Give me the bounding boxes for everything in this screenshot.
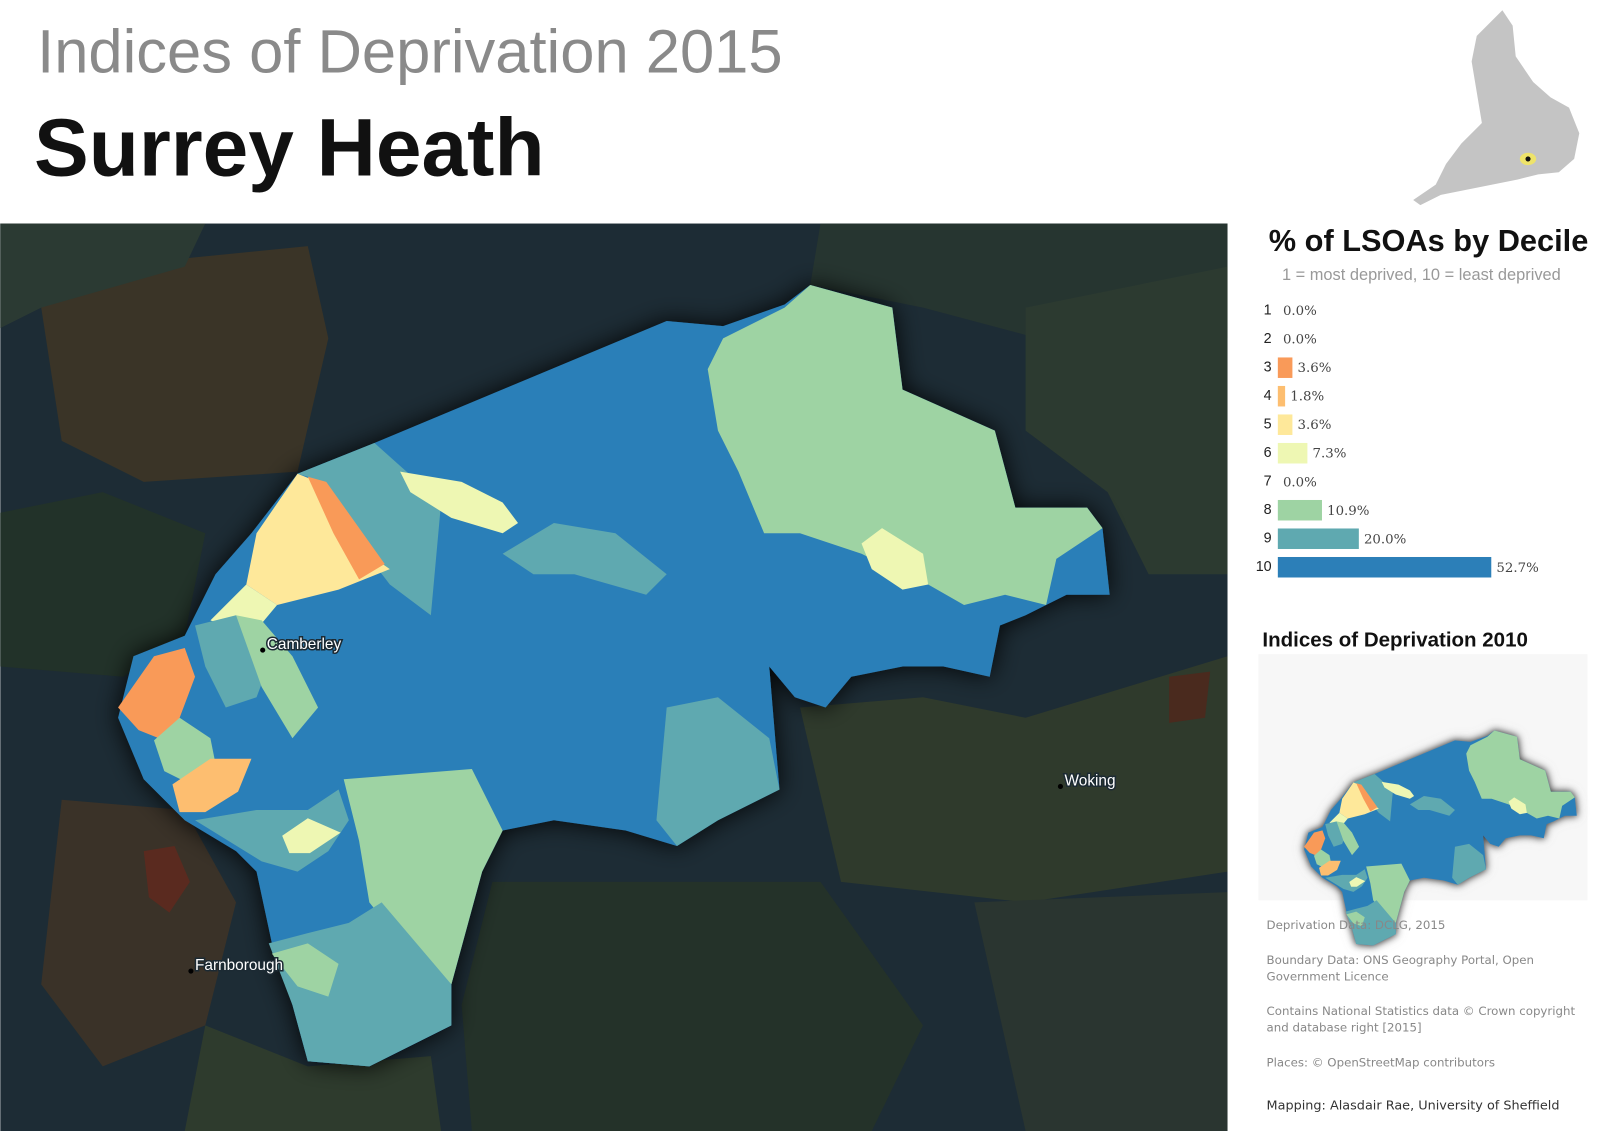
bar bbox=[1277, 357, 1293, 378]
map-area bbox=[282, 818, 341, 854]
map-area bbox=[974, 892, 1228, 1131]
credit: Places: © OpenStreetMap contributors bbox=[1266, 1055, 1495, 1070]
map-area bbox=[1169, 671, 1211, 723]
map: Camberley Woking Farnborough bbox=[0, 223, 1228, 1131]
map-area bbox=[400, 471, 519, 534]
map-area bbox=[41, 246, 329, 482]
map-area bbox=[268, 902, 452, 1067]
map-area bbox=[154, 717, 216, 782]
place-label: Farnborough bbox=[195, 957, 283, 974]
map-area bbox=[0, 223, 206, 329]
value-label: 7.3% bbox=[1313, 447, 1347, 462]
title: Surrey Heath bbox=[34, 102, 545, 193]
value-label: 3.6% bbox=[1298, 361, 1332, 376]
map-area bbox=[343, 769, 503, 985]
locator-map bbox=[1413, 10, 1580, 206]
category-label: 6 bbox=[1264, 445, 1272, 461]
map-area bbox=[799, 656, 1228, 903]
category-label: 7 bbox=[1264, 474, 1272, 490]
value-label: 1.8% bbox=[1290, 390, 1324, 405]
bar bbox=[1277, 556, 1492, 578]
value-label: 52.7% bbox=[1496, 561, 1538, 576]
chart-subtitle: 1 = most deprived, 10 = least deprived bbox=[1282, 266, 1561, 284]
credits: Deprivation Data: DCLG, 2015 Boundary Da… bbox=[1266, 917, 1576, 1113]
category-label: 5 bbox=[1264, 417, 1272, 433]
bar bbox=[1277, 499, 1322, 521]
place-label: Camberley bbox=[267, 636, 342, 653]
map-area bbox=[1025, 266, 1228, 575]
credit: Mapping: Alasdair Rae, University of She… bbox=[1266, 1097, 1560, 1113]
map-area bbox=[236, 615, 319, 739]
bar bbox=[1277, 385, 1286, 407]
place-label: Woking bbox=[1065, 772, 1116, 789]
bar-chart: 1 0.0%2 0.0%3 3.6%4 1.8%5 3.6%6 7.3%7 0.0%8 10.9… bbox=[1256, 302, 1539, 578]
map-area bbox=[41, 799, 237, 1067]
place-dot bbox=[260, 647, 266, 653]
map-area bbox=[271, 943, 339, 997]
value-label: 0.0% bbox=[1283, 475, 1317, 490]
map-area bbox=[861, 528, 929, 590]
map-area bbox=[656, 697, 780, 846]
category-label: 8 bbox=[1264, 502, 1272, 518]
value-label: 3.6% bbox=[1298, 418, 1332, 433]
value-label: 0.0% bbox=[1283, 304, 1317, 319]
place-dot bbox=[1057, 783, 1064, 790]
map-area bbox=[461, 881, 924, 1131]
map-area bbox=[0, 492, 206, 677]
map-area bbox=[172, 758, 252, 813]
category-label: 10 bbox=[1256, 559, 1272, 575]
category-label: 4 bbox=[1264, 388, 1272, 404]
value-label: 0.0% bbox=[1283, 333, 1317, 348]
bar bbox=[1277, 442, 1308, 464]
value-label: 20.0% bbox=[1364, 532, 1406, 547]
place-dot bbox=[188, 968, 194, 974]
map-area bbox=[118, 648, 196, 741]
credit: Boundary Data: ONS Geography Portal, Ope… bbox=[1266, 952, 1535, 984]
district bbox=[118, 285, 1110, 1067]
map-area bbox=[307, 476, 385, 580]
bar bbox=[1277, 528, 1359, 549]
neighbours bbox=[0, 223, 1228, 1131]
subtitle: Indices of Deprivation 2015 bbox=[37, 18, 783, 87]
value-label: 10.9% bbox=[1327, 504, 1369, 519]
map-area bbox=[184, 1025, 442, 1131]
bar bbox=[1277, 414, 1293, 435]
place-dot bbox=[1525, 156, 1531, 162]
map-area bbox=[707, 285, 1103, 605]
map-area bbox=[502, 522, 667, 595]
map-area bbox=[1413, 10, 1580, 206]
category-label: 2 bbox=[1264, 331, 1272, 347]
category-label: 1 bbox=[1264, 302, 1272, 318]
places: Camberley Woking Farnborough bbox=[188, 634, 1117, 976]
credit: Deprivation Data: DCLG, 2015 bbox=[1266, 917, 1446, 933]
map-area bbox=[246, 473, 390, 605]
category-label: 9 bbox=[1264, 531, 1272, 547]
category-label: 3 bbox=[1264, 360, 1272, 376]
inset-title: Indices of Deprivation 2010 bbox=[1262, 628, 1527, 651]
chart-title: % of LSOAs by Decile bbox=[1269, 223, 1589, 258]
credit: Contains National Statistics data © Crow… bbox=[1266, 1003, 1576, 1035]
map-area bbox=[143, 845, 190, 913]
map-area bbox=[297, 442, 442, 616]
